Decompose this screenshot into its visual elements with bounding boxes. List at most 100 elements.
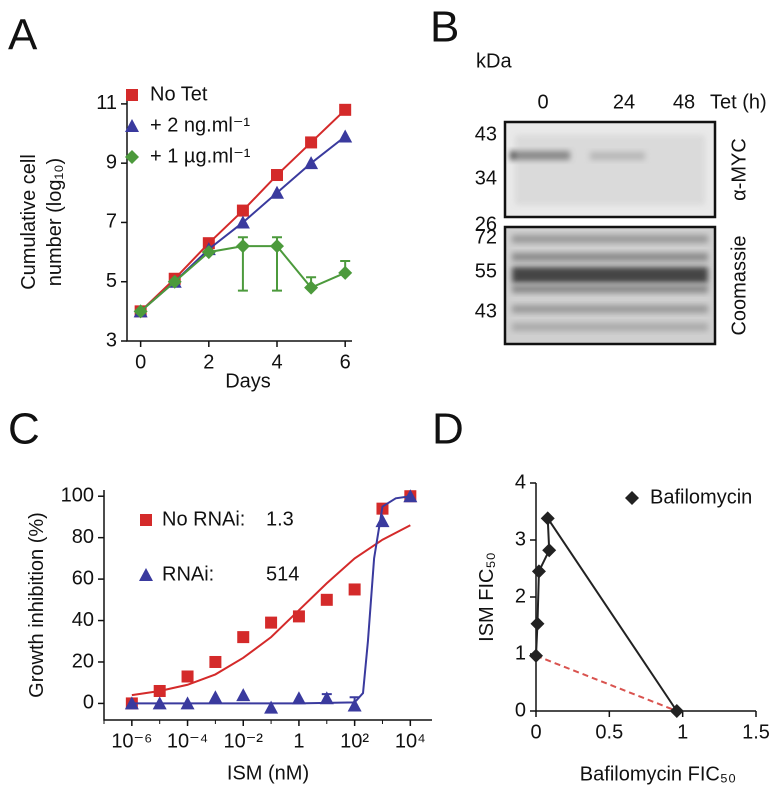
- x-tick-label: 4: [271, 351, 282, 373]
- x-tick-label: 0: [530, 721, 541, 743]
- error-bar: [237, 246, 248, 292]
- y-tick-label: 0: [83, 692, 94, 714]
- x-tick-label: 0.5: [595, 721, 623, 743]
- legend-marker: [625, 491, 639, 505]
- legend-marker: [125, 150, 139, 164]
- blot-band: [512, 267, 708, 283]
- data-point: [264, 700, 279, 714]
- x-axis-label: Bafilomycin FIC₅₀: [580, 763, 736, 785]
- legend-marker: [139, 568, 153, 581]
- data-point: [338, 265, 353, 280]
- data-point: [133, 304, 148, 319]
- data-point: [153, 684, 166, 697]
- marker-label: 43: [475, 300, 497, 322]
- y-tick-label: 80: [72, 526, 94, 548]
- fit-curve: [131, 495, 411, 705]
- lane-label: 24: [613, 91, 635, 113]
- data-point: [152, 696, 167, 710]
- y-tick-label: 3: [515, 528, 526, 550]
- y-axis-label-line: Cumulative cell: [18, 154, 40, 290]
- panel-label: D: [432, 405, 464, 454]
- data-point: [270, 239, 284, 254]
- data-point: [180, 696, 195, 710]
- data-point: [209, 655, 222, 668]
- legend-marker: [126, 89, 138, 101]
- x-tick-label: 0: [135, 351, 146, 373]
- blot-label: Coomassie: [728, 235, 750, 335]
- data-point: [529, 648, 543, 663]
- legend-value: 1.3: [266, 508, 294, 530]
- marker-label: 55: [475, 260, 497, 282]
- y-tick-label: 4: [515, 471, 526, 493]
- y-axis-label-line: number (log₁₀): [44, 158, 66, 286]
- blot-label: α-MYC: [728, 138, 750, 201]
- lane-label: 48: [673, 91, 695, 113]
- fit-curve: [131, 524, 411, 697]
- data-point: [235, 215, 250, 229]
- data-point: [347, 698, 362, 712]
- x-tick-label: 1: [293, 730, 304, 752]
- data-point: [338, 129, 353, 143]
- data-point: [531, 564, 546, 579]
- y-axis-label: ISM FIC₅₀: [476, 552, 498, 642]
- panel-label: C: [8, 405, 40, 454]
- y-tick-label: 5: [106, 270, 117, 292]
- legend-label: + 1 µg.ml⁻¹: [150, 145, 251, 167]
- data-point: [339, 103, 352, 116]
- x-axis-label: ISM (nM): [227, 762, 309, 784]
- legend-label: RNAi:: [162, 563, 214, 585]
- y-tick-label: 100: [61, 484, 94, 506]
- blot-panel: [503, 225, 717, 346]
- x-axis-label: Days: [225, 370, 271, 392]
- marker-label: 26: [475, 213, 497, 235]
- y-tick-label: 11: [96, 92, 117, 114]
- data-point: [235, 239, 250, 254]
- legend-value: 514: [266, 563, 299, 585]
- blot-smear: [515, 135, 705, 205]
- y-axis-label: Growth inhibition (%): [26, 512, 48, 698]
- legend-marker: [125, 119, 139, 132]
- legend-label: No RNAi:: [162, 508, 245, 530]
- data-point: [181, 670, 194, 683]
- data-point: [167, 274, 182, 289]
- data-point: [291, 691, 306, 705]
- blot-band: [512, 253, 708, 261]
- x-tick-label: 6: [340, 351, 351, 373]
- x-tick-label: 1.5: [742, 721, 770, 743]
- error-bar: [272, 246, 282, 292]
- data-point: [375, 514, 390, 528]
- x-tick-label: 10²: [340, 730, 369, 752]
- marker-label: 34: [475, 167, 497, 189]
- data-point: [319, 691, 334, 705]
- data-point: [236, 204, 249, 217]
- data-point: [320, 593, 333, 606]
- data-point: [304, 156, 319, 170]
- blot-panel: [503, 120, 717, 219]
- data-point: [669, 704, 684, 718]
- y-tick-label: 20: [72, 650, 94, 672]
- data-point: [271, 169, 283, 182]
- legend-label: + 2 ng.ml⁻¹: [150, 114, 250, 136]
- y-tick-label: 2: [515, 585, 526, 607]
- data-point: [305, 136, 318, 149]
- data-point: [236, 688, 251, 702]
- panel-label: B: [430, 3, 459, 52]
- data-point: [304, 280, 319, 295]
- blot-band: [512, 305, 708, 313]
- blot-band: [512, 323, 708, 331]
- reference-line: [535, 654, 678, 712]
- y-tick-label: 60: [72, 567, 94, 589]
- lane-label: 0: [537, 91, 548, 113]
- y-tick-label: 3: [106, 329, 117, 351]
- panel-label: A: [8, 11, 38, 60]
- axis-line: [535, 483, 756, 712]
- blot-band: [512, 235, 708, 243]
- x-tick-label: 10⁻⁴: [167, 730, 208, 752]
- data-point: [237, 631, 250, 644]
- x-tick-label: 10⁴: [395, 730, 426, 752]
- x-tick-label: 1: [677, 721, 688, 743]
- data-point: [530, 616, 545, 631]
- y-tick-label: 40: [72, 609, 94, 631]
